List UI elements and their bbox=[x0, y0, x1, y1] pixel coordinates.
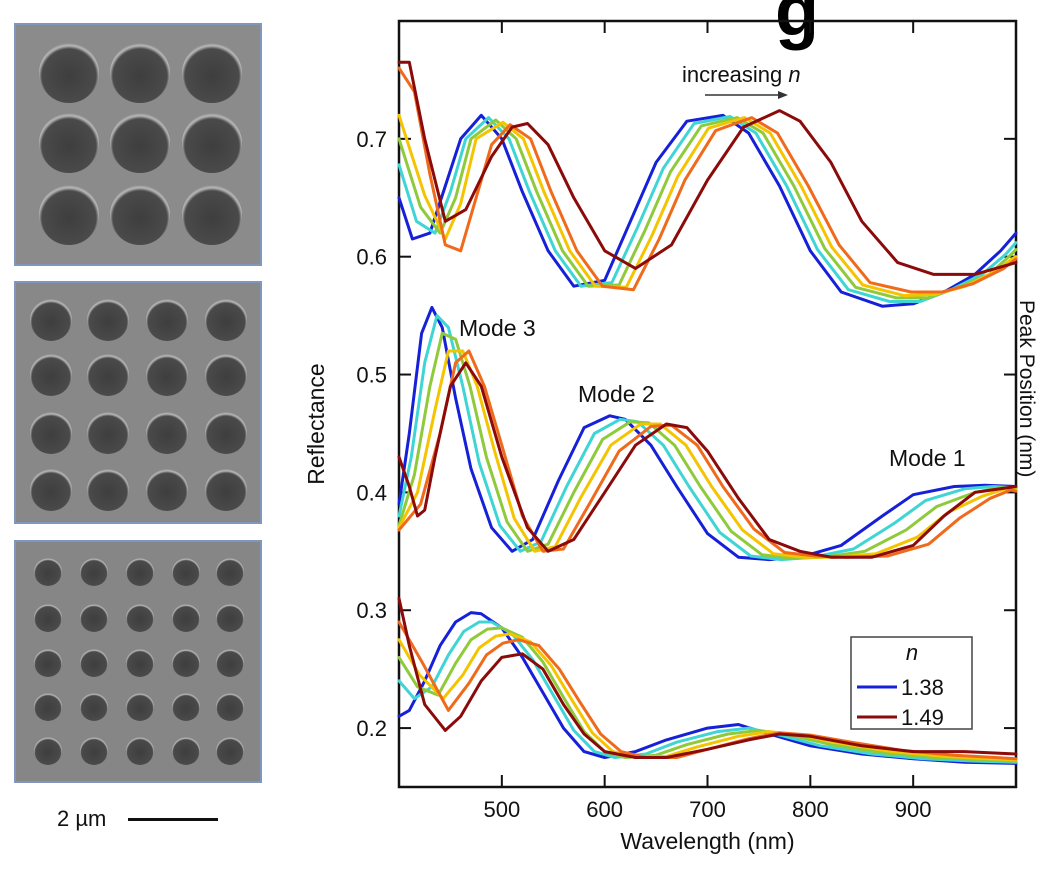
curve-group2-series4 bbox=[397, 349, 1018, 559]
increasing-n-annotation: increasing n bbox=[682, 62, 801, 99]
curve-group3-series1 bbox=[397, 611, 1018, 765]
y-tick-label-0.2: 0.2 bbox=[356, 716, 387, 741]
sem-image-medium-holes-art bbox=[16, 283, 260, 522]
curve-group3-series2 bbox=[397, 620, 1018, 764]
sem-image-small-holes bbox=[14, 540, 262, 783]
y-tick-label-0.5: 0.5 bbox=[356, 363, 387, 388]
curves-layer bbox=[397, 60, 1018, 765]
legend-title: n bbox=[906, 640, 918, 665]
curve-group1-series3 bbox=[397, 116, 1018, 300]
increasing-n-var: n bbox=[788, 62, 800, 87]
legend-label-1.49: 1.49 bbox=[901, 705, 944, 730]
right-axis-title: Peak Position (nm) bbox=[1015, 300, 1038, 478]
sem-image-large-holes bbox=[14, 23, 262, 266]
y-axis-title: Reflectance bbox=[303, 363, 329, 484]
x-axis-title: Wavelength (nm) bbox=[620, 828, 794, 854]
x-tick-label-800: 800 bbox=[792, 797, 829, 822]
mode3-label: Mode 3 bbox=[459, 315, 536, 341]
legend-box bbox=[850, 636, 973, 730]
curve-group3-series5 bbox=[397, 620, 1018, 761]
sem-image-medium-holes bbox=[14, 281, 262, 524]
scale-bar-label: 2 µm bbox=[57, 806, 107, 831]
sem-image-small-holes-art bbox=[16, 542, 260, 781]
legend-label-1.38: 1.38 bbox=[901, 675, 944, 700]
sem-image-large-holes-art bbox=[16, 25, 260, 264]
y-tick-label-0.7: 0.7 bbox=[356, 127, 387, 152]
curve-group1-series2 bbox=[397, 115, 1018, 303]
mode1-label: Mode 1 bbox=[889, 445, 966, 471]
scale-bar bbox=[128, 818, 218, 821]
curve-group2-series1 bbox=[397, 305, 1018, 562]
y-tick-label-0.6: 0.6 bbox=[356, 245, 387, 270]
x-tick-label-900: 900 bbox=[895, 797, 932, 822]
increasing-n-word: increasing bbox=[682, 62, 788, 87]
mode2-label: Mode 2 bbox=[578, 381, 655, 407]
curve-group1-series5 bbox=[397, 66, 1018, 294]
curve-group1-series1 bbox=[397, 113, 1018, 308]
increasing-n-arrowhead bbox=[778, 91, 788, 99]
cropped-title-fragment: g bbox=[775, 0, 819, 51]
x-tick-label-600: 600 bbox=[586, 797, 623, 822]
y-tick-label-0.3: 0.3 bbox=[356, 598, 387, 623]
curve-group1-series4 bbox=[397, 113, 1018, 298]
curve-group2-series3 bbox=[397, 331, 1018, 560]
y-tick-label-0.4: 0.4 bbox=[356, 480, 387, 505]
legend: n 1.38 1.49 bbox=[850, 636, 973, 730]
curve-group2-series6 bbox=[397, 361, 1018, 559]
x-tick-label-500: 500 bbox=[483, 797, 520, 822]
x-tick-label-700: 700 bbox=[689, 797, 726, 822]
tick-labels: 500 600 700 800 900 0.2 0.3 0.4 0.5 0.6 0.7 bbox=[356, 127, 931, 822]
curve-group3-series6 bbox=[397, 596, 1018, 759]
increasing-n-text: increasing n bbox=[682, 62, 801, 87]
curve-group1-series6 bbox=[397, 60, 1018, 276]
